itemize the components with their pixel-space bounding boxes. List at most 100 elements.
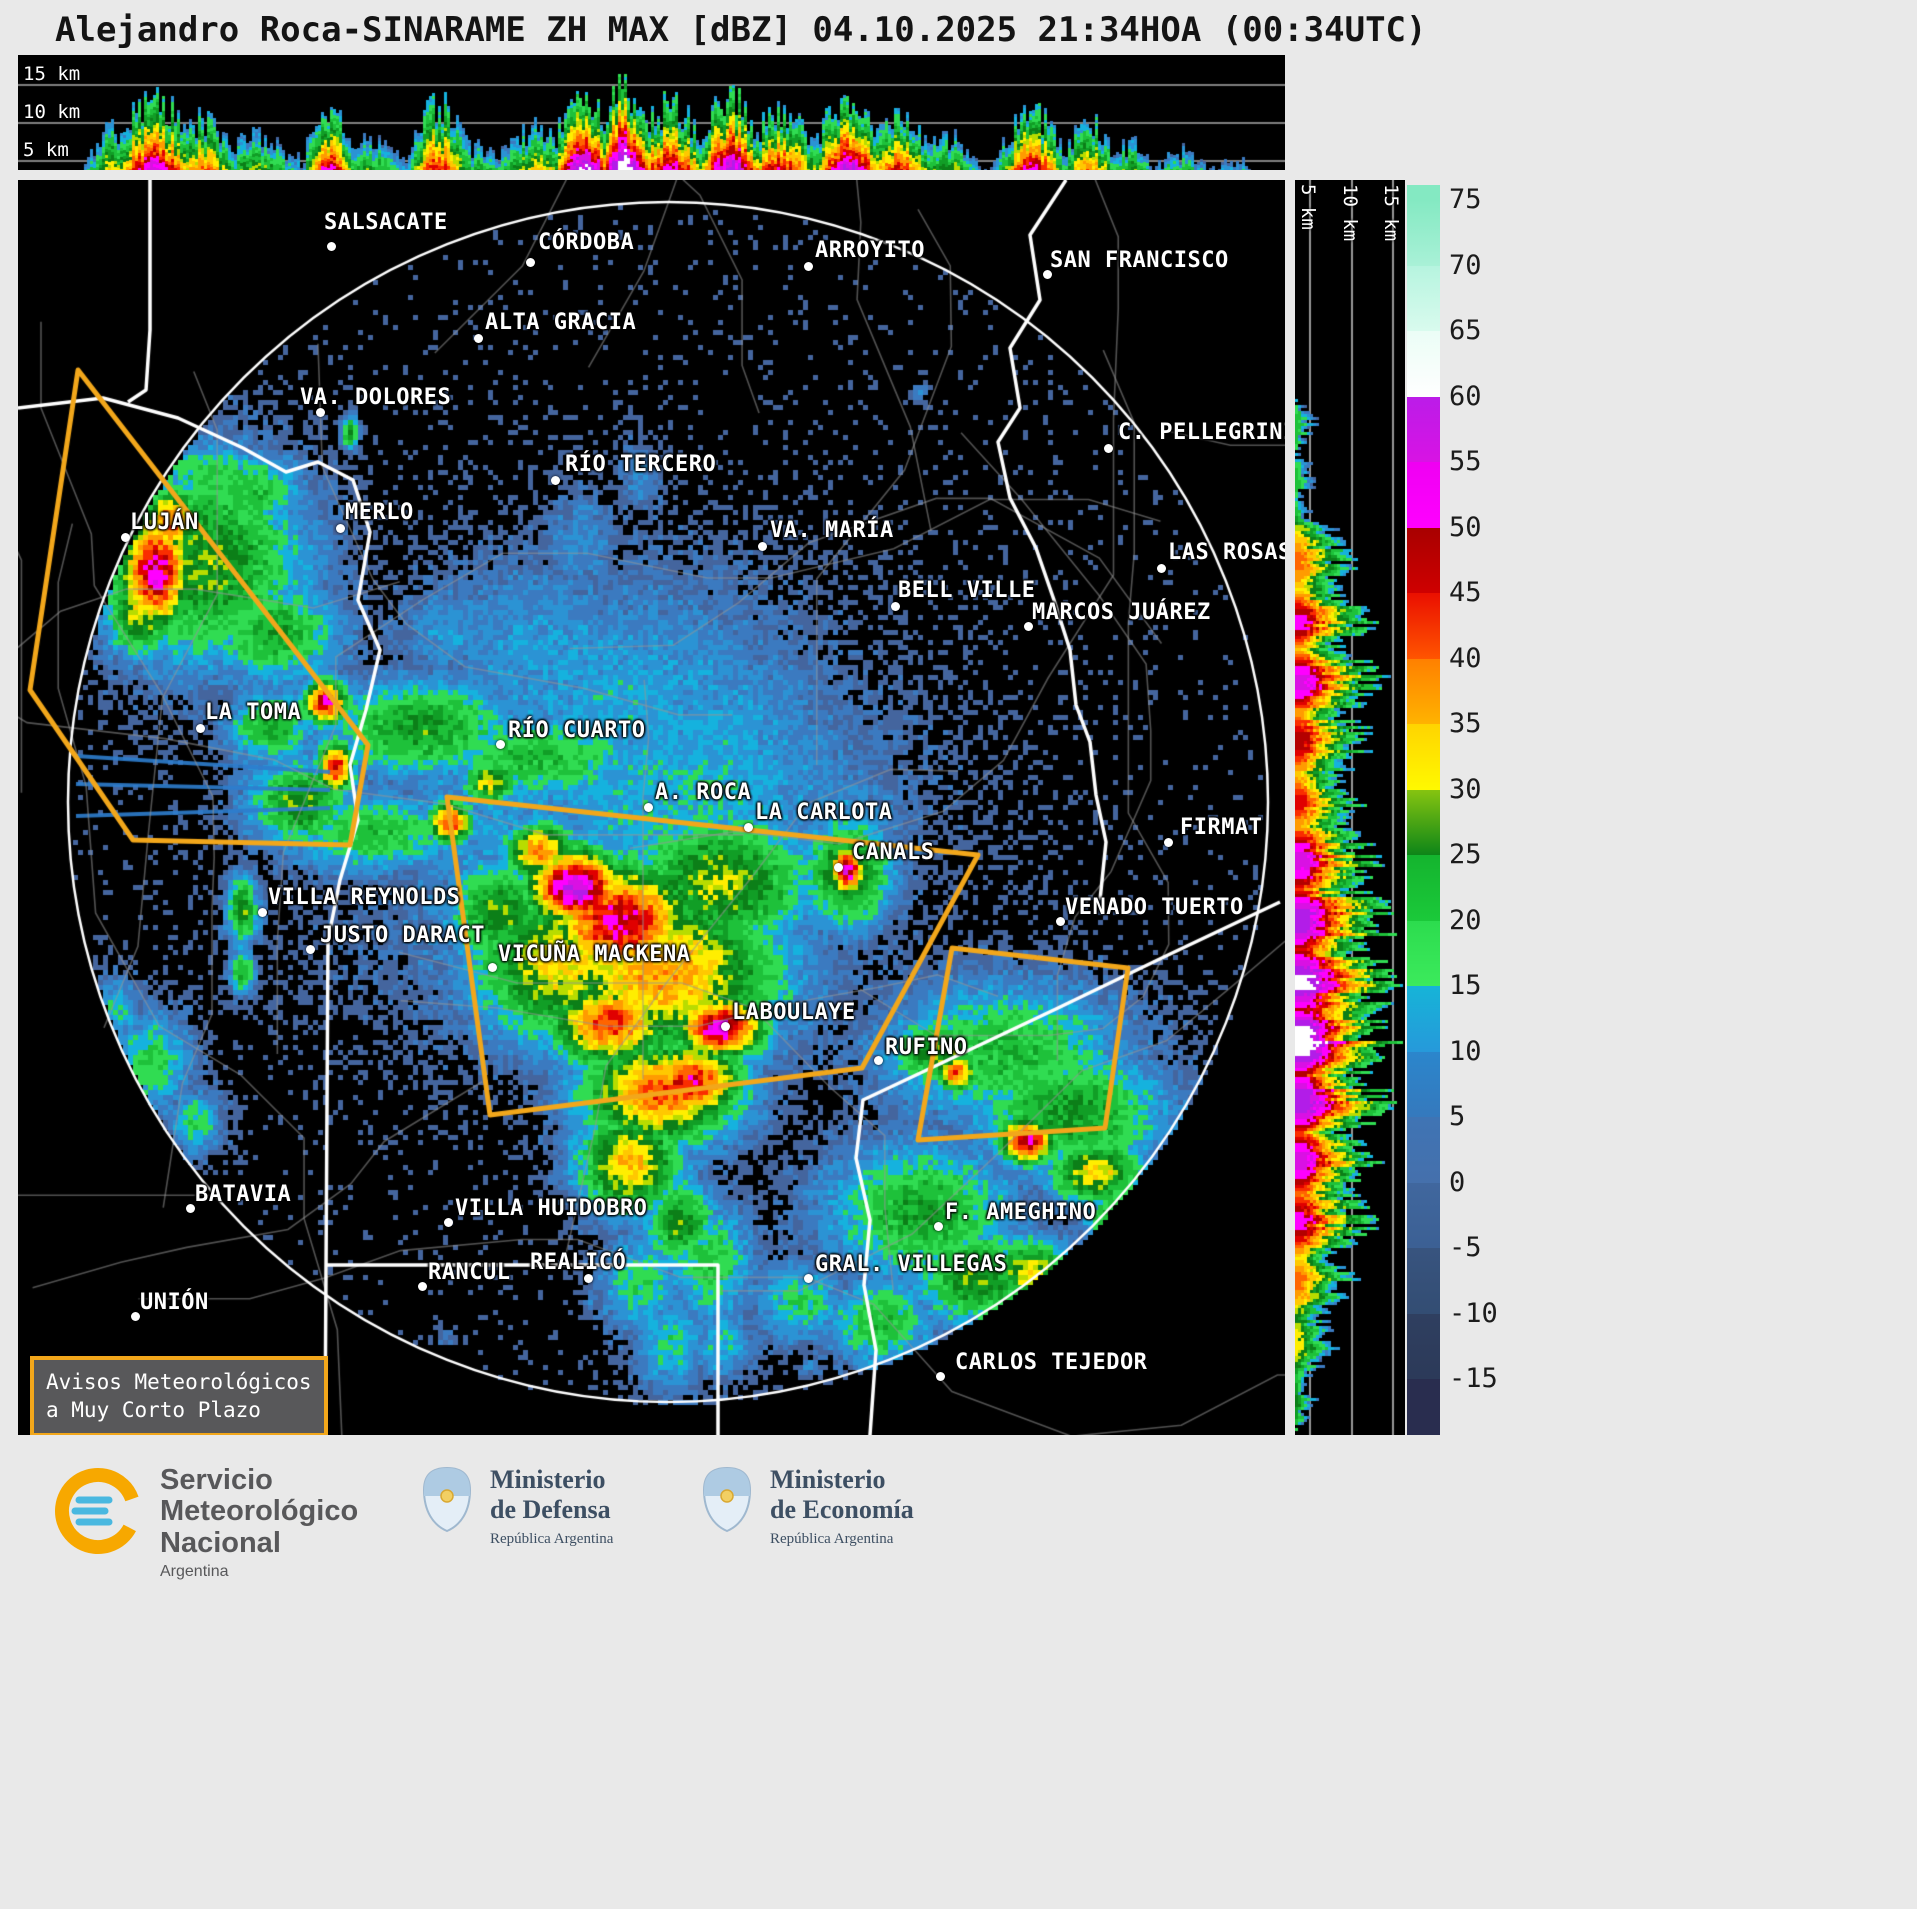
colorbar-tick-label: -10 [1449,1297,1498,1329]
altitude-label-15km: 15 km [23,63,81,85]
colorbar-tick-label: -15 [1449,1363,1498,1394]
colorbar-tick-label: 65 [1449,315,1482,346]
colorbar-tick-label: 25 [1449,839,1482,870]
economia-line2: de Economía [770,1494,914,1524]
city-dot [316,408,325,417]
city-label: A. ROCA [655,780,752,805]
city-dot [891,602,900,611]
city-dot [584,1274,593,1283]
colorbar-tick-label: 50 [1449,511,1482,543]
city-dot [804,262,813,271]
defensa-sub: República Argentina [490,1530,614,1547]
economia-shield-icon [702,1466,752,1533]
city-label: JUSTO DARACT [320,923,485,948]
city-label: CARLOS TEJEDOR [955,1350,1148,1375]
colorbar-tick-label: 15 [1449,970,1482,1001]
colorbar-tick-label: 75 [1449,184,1482,215]
smn-logo-block: Servicio Meteorológico Nacional Argentin… [52,1464,359,1581]
colorbar-band [1407,1379,1440,1435]
dbz-colorbar-ticks: 75 70 65 60 55 50 45 40 35 30 25 20 15 10 5 0 -5 -10 -15 [1449,0,1519,1909]
warning-notice-box: Avisos Meteorológicos a Muy Corto Plazo [30,1356,328,1435]
city-label: MERLO [345,500,414,525]
city-label: VENADO TUERTO [1065,895,1244,920]
colorbar-tick-label: 60 [1449,380,1482,412]
city-label: LA TOMA [205,700,302,725]
colorbar-tick-label: 70 [1449,249,1482,281]
city-dot [526,258,535,267]
smn-name-line1: Servicio [160,1464,273,1496]
right-cross-section: 5 km 10 km 15 km [1295,180,1405,1435]
altitude-label-5km: 5 km [23,139,69,161]
radar-map: Avisos Meteorológicos a Muy Corto Plazo … [18,180,1285,1435]
colorbar-tick-label: 30 [1449,773,1482,805]
city-label: REALICÓ [530,1250,627,1275]
colorbar-band [1407,1051,1440,1117]
city-label: ALTA GRACIA [485,310,637,335]
colorbar-tick-label: 20 [1449,904,1482,936]
smn-name-line3: Nacional [160,1526,281,1559]
city-dot [551,476,560,485]
city-label: RÍO TERCERO [565,452,717,477]
city-label: SALSACATE [324,210,448,235]
city-dot [1157,564,1166,573]
city-dot [131,1312,140,1321]
city-label: CANALS [852,840,935,865]
colorbar-band [1407,462,1440,528]
altitude-label-5km-vertical: 5 km [1297,184,1319,230]
city-label: LABOULAYE [732,1000,856,1025]
city-dot [758,542,767,551]
city-label: C. PELLEGRINI [1118,420,1285,445]
city-dot [496,740,505,749]
colorbar-band [1407,185,1440,200]
defensa-line1: Ministerio [490,1465,606,1494]
city-label: GRAL. VILLEGAS [815,1252,1008,1277]
city-dot [186,1204,195,1213]
city-label: SAN FRANCISCO [1050,248,1229,273]
colorbar-band [1407,658,1440,724]
smn-logo [54,1468,141,1554]
city-dot [834,863,843,872]
smn-name-line2: Meteorológico [160,1495,359,1528]
economia-line1: Ministerio [770,1465,886,1494]
city-label: LUJÁN [130,510,199,535]
city-dot [121,533,130,542]
city-label: LA CARLOTA [755,800,893,825]
city-dot [934,1222,943,1231]
city-dot [306,945,315,954]
city-dot [1056,917,1065,926]
city-label: RÍO CUARTO [508,718,646,743]
defensa-shield-icon [422,1466,472,1533]
smn-country: Argentina [160,1562,229,1580]
city-label: MARCOS JUÁREZ [1032,600,1211,625]
city-label: UNIÓN [140,1290,209,1315]
city-label: BATAVIA [195,1182,292,1207]
city-label: VA. MARÍA [770,518,894,543]
city-label: LAS ROSAS [1168,540,1285,565]
city-dot [1024,622,1033,631]
city-label: VA. DOLORES [300,385,452,410]
city-label: BELL VILLE [898,578,1036,603]
city-label: FIRMAT [1180,815,1263,840]
page-title: Alejandro Roca-SINARAME ZH MAX [dBZ] 04.… [55,10,1427,50]
colorbar-tick-label: 0 [1449,1166,1466,1198]
city-dot [804,1274,813,1283]
city-dot [474,334,483,343]
city-label: RANCUL [428,1260,511,1285]
top-cross-section-canvas [18,55,1285,170]
economia-sub: República Argentina [770,1530,894,1547]
colorbar-tick-label: 40 [1449,642,1482,674]
city-dot [196,724,205,733]
colorbar-band [1407,986,1440,1052]
colorbar-band [1407,527,1440,593]
altitude-label-10km: 10 km [23,101,81,123]
city-dot [488,963,497,972]
city-label: F. AMEGHINO [945,1200,1097,1225]
city-dot [874,1056,883,1065]
colorbar-band [1407,396,1440,462]
colorbar-tick-label: 35 [1449,708,1482,739]
colorbar-band [1407,1117,1440,1183]
colorbar-band [1407,1182,1440,1248]
city-dot [1104,444,1113,453]
defensa-line2: de Defensa [490,1494,611,1524]
